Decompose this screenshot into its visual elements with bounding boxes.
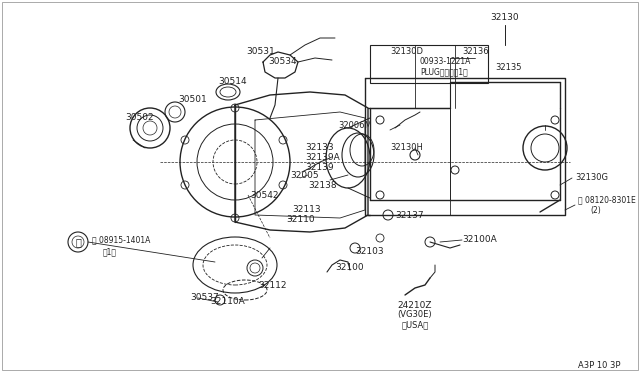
Text: 32130D: 32130D — [390, 48, 423, 57]
Text: ⓦ 08915-1401A: ⓦ 08915-1401A — [92, 235, 150, 244]
Text: 32136: 32136 — [462, 48, 488, 57]
Text: 32130: 32130 — [491, 13, 519, 22]
Text: 30501: 30501 — [178, 96, 207, 105]
Text: （1）: （1） — [103, 247, 117, 257]
Text: 32112: 32112 — [258, 280, 287, 289]
Text: 24210Z: 24210Z — [397, 301, 432, 310]
Text: 32133: 32133 — [305, 144, 333, 153]
Text: 32138: 32138 — [308, 180, 337, 189]
Text: 32139: 32139 — [305, 164, 333, 173]
Text: 32130H: 32130H — [390, 144, 423, 153]
Text: 32103: 32103 — [355, 247, 383, 257]
Text: 32110: 32110 — [286, 215, 315, 224]
Text: （USA）: （USA） — [401, 321, 429, 330]
Bar — [370, 45, 488, 83]
Text: 30537: 30537 — [190, 294, 219, 302]
Text: 32006M: 32006M — [338, 121, 372, 129]
Text: 32135: 32135 — [495, 64, 522, 73]
Text: ⓦ: ⓦ — [75, 237, 81, 247]
Text: 32130G: 32130G — [575, 173, 608, 183]
Text: 32113: 32113 — [292, 205, 321, 215]
Text: 30514: 30514 — [218, 77, 246, 87]
Text: 30534: 30534 — [268, 58, 296, 67]
Text: 32100: 32100 — [335, 263, 364, 273]
Text: 32139A: 32139A — [305, 154, 340, 163]
Text: Ⓑ 08120-8301E: Ⓑ 08120-8301E — [578, 196, 636, 205]
Text: 32100A: 32100A — [462, 235, 497, 244]
Text: PLUGプラグ＜1＞: PLUGプラグ＜1＞ — [420, 67, 468, 77]
Text: 30542: 30542 — [250, 190, 278, 199]
Text: 32137: 32137 — [395, 211, 424, 219]
Text: 32110A: 32110A — [211, 298, 245, 307]
Text: 30531: 30531 — [246, 48, 275, 57]
Text: 00933-1221A: 00933-1221A — [420, 58, 472, 67]
Text: (VG30E): (VG30E) — [397, 311, 432, 320]
Text: 30502: 30502 — [125, 113, 154, 122]
Text: (2): (2) — [590, 205, 601, 215]
Text: 32005: 32005 — [290, 170, 319, 180]
Text: A3P 10 3P: A3P 10 3P — [577, 360, 620, 369]
